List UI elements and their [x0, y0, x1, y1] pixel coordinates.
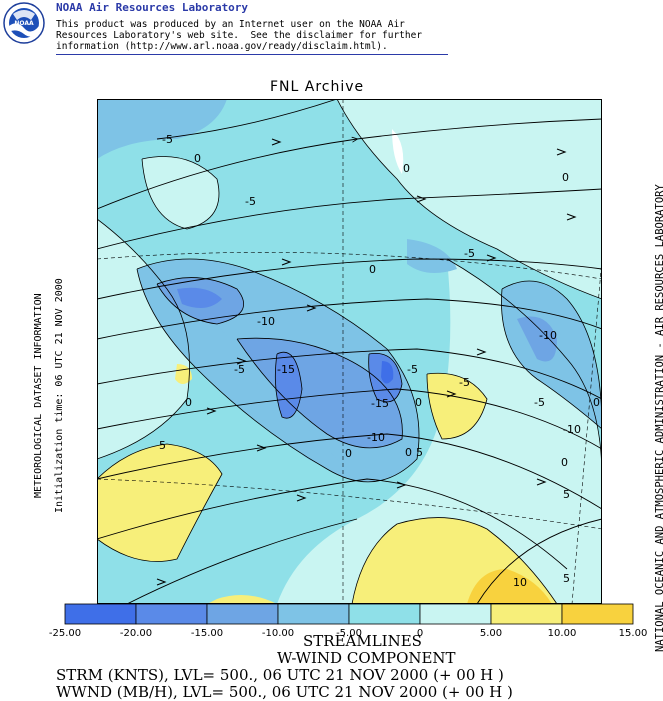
logo-text: NOAA — [14, 20, 34, 27]
colorbar-tick: -10.00 — [262, 628, 294, 639]
map-title: FNL Archive — [270, 79, 365, 95]
svg-text:0: 0 — [593, 396, 600, 409]
footer-line-1: STREAMLINES — [303, 632, 422, 650]
lab-title[interactable]: NOAA Air Resources Laboratory — [56, 1, 249, 14]
svg-text:0: 0 — [185, 396, 192, 409]
svg-text:-15: -15 — [277, 363, 295, 376]
svg-text:-5: -5 — [464, 247, 475, 260]
svg-text:0: 0 — [345, 447, 352, 460]
svg-text:0: 0 — [415, 396, 422, 409]
svg-text:-5: -5 — [459, 376, 470, 389]
svg-text:0: 0 — [562, 171, 569, 184]
colorbar-bin-3 — [206, 603, 279, 625]
colorbar-tick: -20.00 — [120, 628, 152, 639]
svg-text:5: 5 — [563, 488, 570, 501]
colorbar-tick: -5.00 — [336, 628, 362, 639]
colorbar-bin-1 — [64, 603, 137, 625]
colorbar-tick: -15.00 — [191, 628, 223, 639]
svg-text:-5: -5 — [162, 133, 173, 146]
svg-text:-15: -15 — [371, 397, 389, 410]
map-frame — [97, 99, 602, 604]
init-time-label: Initialization time: 06 UTC 21 NOV 2000 — [54, 278, 65, 513]
svg-text:0: 0 — [561, 456, 568, 469]
svg-text:-10: -10 — [539, 329, 557, 342]
svg-text:-5: -5 — [234, 363, 245, 376]
colorbar-tick: 5.00 — [480, 628, 502, 639]
agency-label: NATIONAL OCEANIC AND ATMOSPHERIC ADMINIS… — [654, 184, 663, 652]
colorbar-tick: 10.00 — [548, 628, 577, 639]
svg-text:0: 0 — [403, 162, 410, 175]
svg-text:-5: -5 — [534, 396, 545, 409]
svg-text:10: 10 — [513, 576, 527, 589]
svg-text:-10: -10 — [257, 315, 275, 328]
colorbar-bin-8 — [561, 603, 634, 625]
svg-text:5: 5 — [159, 439, 166, 452]
svg-text:5: 5 — [416, 446, 423, 459]
noaa-logo-icon: NOAA — [3, 2, 45, 44]
colorbar: -25.00 -20.00 -15.00 -10.00 -5.00 0 5.00… — [49, 603, 648, 639]
svg-text:-10: -10 — [563, 423, 581, 436]
colorbar-tick: 0 — [417, 628, 423, 639]
svg-text:-10: -10 — [367, 431, 385, 444]
header-divider — [56, 54, 448, 55]
colorbar-tick: 15.00 — [619, 628, 648, 639]
colorbar-bin-5 — [348, 603, 421, 625]
dataset-info-label: METEOROLOGICAL DATASET INFORMATION — [33, 293, 44, 498]
colorbar-bin-7 — [490, 603, 563, 625]
svg-text:0: 0 — [369, 263, 376, 276]
colorbar-bin-4 — [277, 603, 350, 625]
svg-text:-5: -5 — [407, 363, 418, 376]
header: NOAA NOAA Air Resources Laboratory This … — [0, 0, 663, 58]
wind-map: -5 0 -5 0 0 -5 0 -10 -15 -5 -15 0 -10 -5… — [97, 99, 602, 604]
colorbar-bin-6 — [419, 603, 492, 625]
colorbar-tick: -25.00 — [49, 628, 81, 639]
footer-line-4: WWND (MB/H), LVL= 500., 06 UTC 21 NOV 20… — [56, 683, 513, 701]
svg-text:0: 0 — [405, 446, 412, 459]
svg-text:-5: -5 — [245, 195, 256, 208]
colorbar-bin-2 — [135, 603, 208, 625]
disclaimer: This product was produced by an Internet… — [56, 19, 423, 52]
footer-line-3: STRM (KNTS), LVL= 500., 06 UTC 21 NOV 20… — [56, 666, 504, 684]
svg-text:0: 0 — [194, 152, 201, 165]
svg-text:5: 5 — [563, 572, 570, 585]
footer-line-2: W-WIND COMPONENT — [277, 649, 456, 667]
